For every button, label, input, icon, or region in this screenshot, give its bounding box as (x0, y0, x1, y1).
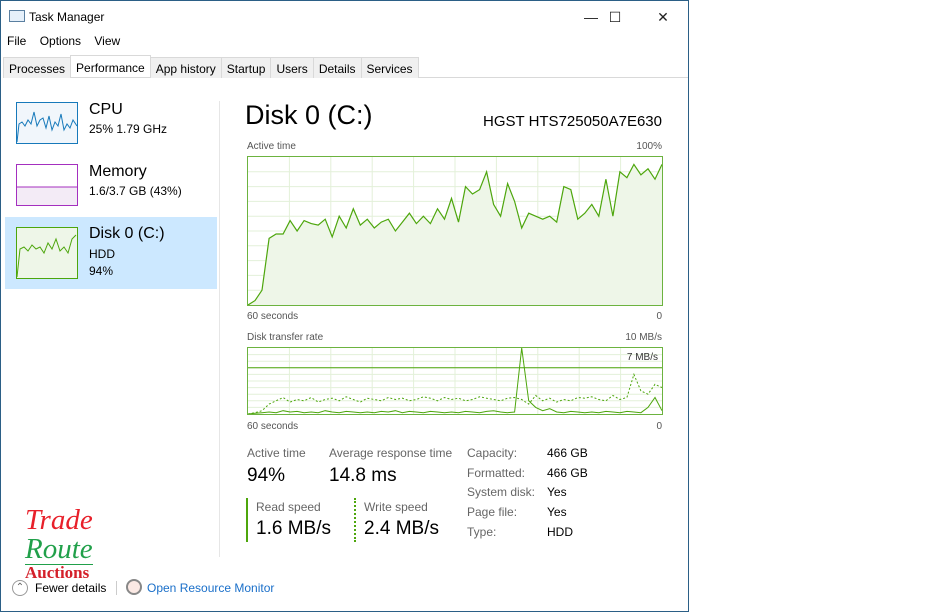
write-rate-line (248, 372, 662, 414)
active-time-chart (247, 156, 663, 306)
disk-label: Disk 0 (C:) (89, 225, 165, 242)
close-button[interactable]: ✕ (657, 9, 669, 25)
prop-label: Type: (467, 524, 497, 539)
prop-label: Capacity: (467, 446, 518, 460)
transfer-rate-max: 10 MB/s (625, 332, 662, 343)
sidebar-item-disk0[interactable]: Disk 0 (C:) HDD 94% (5, 217, 217, 289)
tab-bar: Processes Performance App history Startu… (3, 55, 688, 78)
memory-thumbnail (16, 164, 78, 206)
active-time-stat-label: Active time (247, 446, 306, 460)
active-time-max: 100% (636, 141, 662, 152)
write-speed-marker (354, 498, 356, 542)
disk-usage: 94% (89, 264, 114, 278)
active-time-line (248, 163, 662, 305)
transfer-rate-chart (247, 347, 663, 415)
memory-usage: 1.6/3.7 GB (43%) (89, 184, 182, 198)
cpu-usage: 25% 1.79 GHz (89, 122, 168, 136)
read-speed-value: 1.6 MB/s (256, 518, 331, 539)
transfer-rate-label: Disk transfer rate (247, 332, 324, 343)
memory-label: Memory (89, 163, 147, 180)
cpu-label: CPU (89, 101, 123, 118)
transfer-rate-xright: 0 (656, 421, 662, 432)
cpu-thumbnail (16, 102, 78, 144)
tab-performance[interactable]: Performance (70, 55, 151, 77)
prop-value: Yes (547, 485, 567, 500)
prop-value: Yes (547, 505, 567, 520)
minimize-button[interactable]: — (584, 9, 598, 25)
prop-value: 466 GB (547, 446, 588, 460)
sidebar-item-cpu[interactable]: CPU 25% 1.79 GHz (5, 93, 217, 155)
menu-view[interactable]: View (94, 34, 121, 48)
title-bar: Task Manager — ☐ ✕ (1, 1, 688, 33)
tab-users[interactable]: Users (270, 57, 314, 78)
footer-divider (116, 581, 117, 595)
watermark-line1: Trade (25, 504, 93, 536)
menu-file[interactable]: File (7, 34, 27, 48)
tab-details[interactable]: Details (312, 57, 362, 78)
response-time-value: 14.8 ms (329, 465, 397, 486)
prop-value: HDD (547, 524, 573, 539)
task-manager-window: Task Manager — ☐ ✕ File Options View Pro… (0, 0, 689, 612)
watermark-line2: Route (25, 533, 93, 565)
active-time-label: Active time (247, 141, 296, 152)
read-speed-label: Read speed (256, 500, 321, 514)
disk-model: HGST HTS725050A7E630 (483, 113, 662, 130)
resource-monitor-icon (126, 579, 142, 595)
fewer-details-button[interactable]: Fewer details (35, 581, 107, 595)
prop-label: Page file: (467, 505, 518, 520)
resource-sidebar: CPU 25% 1.79 GHz Memory 1.6/3.7 GB (43%)… (5, 93, 217, 289)
chevron-up-icon[interactable]: ⌃ (12, 580, 28, 596)
active-time-xright: 0 (656, 311, 662, 322)
tab-app-history[interactable]: App history (149, 57, 222, 78)
disk-thumbnail (16, 227, 78, 279)
disk-type: HDD (89, 247, 115, 261)
write-speed-value: 2.4 MB/s (364, 518, 439, 539)
sidebar-item-memory[interactable]: Memory 1.6/3.7 GB (43%) (5, 155, 217, 217)
watermark-line3: Auctions (25, 563, 90, 582)
prop-label: Formatted: (467, 465, 526, 480)
tab-services[interactable]: Services (360, 57, 419, 78)
menu-bar: File Options View (7, 34, 130, 48)
window-title: Task Manager (29, 10, 105, 24)
prop-value: 466 GB (547, 465, 588, 480)
active-time-stat-value: 94% (247, 465, 286, 486)
response-time-label: Average response time (329, 446, 453, 460)
active-time-xleft: 60 seconds (247, 311, 299, 322)
menu-options[interactable]: Options (39, 34, 82, 48)
read-speed-marker (246, 498, 248, 542)
maximize-button[interactable]: ☐ (608, 9, 622, 25)
pane-divider (219, 101, 220, 557)
tab-startup[interactable]: Startup (220, 57, 272, 78)
watermark-logo: Trade Route Auctions (25, 506, 93, 581)
transfer-rate-xleft: 60 seconds (247, 421, 299, 432)
tab-processes[interactable]: Processes (3, 57, 72, 78)
active-time-area (248, 164, 662, 305)
prop-label: System disk: (467, 485, 536, 500)
open-resource-monitor-link[interactable]: Open Resource Monitor (147, 581, 275, 595)
transfer-rate-inner-max: 7 MB/s (626, 352, 658, 363)
task-manager-icon (9, 10, 25, 22)
page-title: Disk 0 (C:) (245, 100, 373, 130)
read-rate-line (248, 348, 662, 414)
write-speed-label: Write speed (364, 500, 428, 514)
